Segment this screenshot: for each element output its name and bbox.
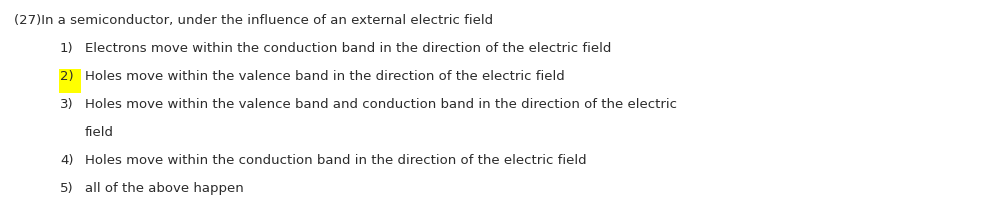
Text: 2): 2) — [60, 70, 73, 83]
Text: 3): 3) — [60, 98, 73, 111]
Text: Holes move within the valence band and conduction band in the direction of the e: Holes move within the valence band and c… — [85, 98, 677, 111]
Text: 5): 5) — [60, 182, 73, 195]
Text: Holes move within the valence band in the direction of the electric field: Holes move within the valence band in th… — [85, 70, 565, 83]
Text: 4): 4) — [60, 154, 73, 167]
Text: 1): 1) — [60, 42, 73, 55]
Text: (27)In a semiconductor, under the influence of an external electric field: (27)In a semiconductor, under the influe… — [14, 14, 494, 27]
Text: Holes move within the conduction band in the direction of the electric field: Holes move within the conduction band in… — [85, 154, 587, 167]
Text: all of the above happen: all of the above happen — [85, 182, 243, 195]
Text: Electrons move within the conduction band in the direction of the electric field: Electrons move within the conduction ban… — [85, 42, 612, 55]
Text: field: field — [85, 126, 114, 139]
FancyBboxPatch shape — [59, 69, 81, 93]
